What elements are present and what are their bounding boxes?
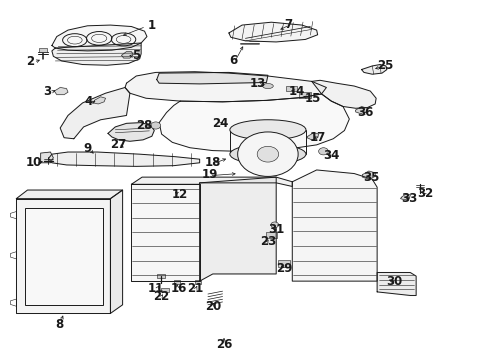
Text: 30: 30 (386, 275, 402, 288)
Polygon shape (159, 94, 348, 151)
Circle shape (257, 146, 278, 162)
Ellipse shape (229, 144, 305, 164)
Polygon shape (125, 72, 326, 102)
Text: 32: 32 (416, 187, 432, 200)
Text: 14: 14 (288, 85, 305, 98)
Text: 29: 29 (276, 262, 292, 275)
FancyBboxPatch shape (194, 280, 200, 284)
Text: 12: 12 (172, 188, 188, 201)
Text: 16: 16 (170, 282, 186, 295)
Circle shape (237, 132, 298, 176)
FancyBboxPatch shape (160, 288, 169, 292)
FancyBboxPatch shape (25, 208, 103, 305)
Polygon shape (311, 80, 375, 108)
Polygon shape (93, 97, 105, 104)
Text: 4: 4 (84, 95, 92, 108)
FancyBboxPatch shape (266, 231, 277, 238)
Polygon shape (131, 184, 199, 281)
Text: 18: 18 (204, 156, 221, 169)
Text: 21: 21 (186, 282, 203, 295)
Text: 19: 19 (201, 168, 217, 181)
Polygon shape (60, 87, 130, 139)
Polygon shape (362, 171, 374, 179)
Polygon shape (131, 177, 292, 186)
Text: 31: 31 (267, 223, 284, 236)
Text: 8: 8 (55, 318, 63, 331)
Polygon shape (361, 64, 386, 74)
Polygon shape (376, 273, 415, 296)
Polygon shape (16, 190, 122, 199)
Text: 2: 2 (26, 55, 34, 68)
Polygon shape (52, 25, 147, 51)
Text: 25: 25 (376, 59, 392, 72)
Polygon shape (48, 152, 199, 166)
Text: 22: 22 (153, 290, 169, 303)
Polygon shape (52, 43, 141, 65)
Text: 36: 36 (357, 106, 373, 119)
Polygon shape (110, 190, 122, 314)
Text: 1: 1 (147, 19, 156, 32)
Polygon shape (122, 51, 133, 58)
Polygon shape (292, 170, 376, 281)
Polygon shape (400, 194, 409, 200)
Text: 15: 15 (304, 92, 320, 105)
Ellipse shape (262, 84, 273, 89)
Polygon shape (228, 22, 317, 42)
Text: 28: 28 (136, 119, 152, 132)
Text: 23: 23 (259, 235, 275, 248)
Polygon shape (157, 72, 267, 84)
Text: 11: 11 (147, 282, 163, 295)
Polygon shape (306, 133, 318, 140)
Circle shape (151, 122, 160, 129)
Text: 7: 7 (284, 18, 292, 31)
Circle shape (318, 148, 328, 155)
Text: 20: 20 (204, 300, 221, 313)
Polygon shape (16, 199, 110, 314)
Polygon shape (41, 152, 53, 163)
Circle shape (270, 222, 278, 228)
Text: 33: 33 (400, 192, 417, 205)
Polygon shape (54, 87, 68, 95)
FancyBboxPatch shape (277, 260, 289, 267)
Text: 3: 3 (43, 85, 51, 98)
Text: 35: 35 (363, 171, 379, 184)
Polygon shape (199, 177, 276, 281)
Text: 10: 10 (26, 156, 42, 169)
FancyBboxPatch shape (286, 86, 297, 91)
Polygon shape (355, 107, 366, 114)
Text: 5: 5 (132, 49, 140, 62)
FancyBboxPatch shape (174, 280, 180, 284)
FancyBboxPatch shape (39, 48, 46, 52)
Text: 9: 9 (83, 142, 91, 155)
Ellipse shape (229, 120, 305, 140)
FancyBboxPatch shape (157, 274, 164, 278)
Text: 24: 24 (211, 117, 228, 130)
Text: 13: 13 (249, 77, 266, 90)
Text: 34: 34 (323, 149, 339, 162)
FancyBboxPatch shape (299, 93, 311, 98)
Text: 6: 6 (229, 54, 237, 67)
Polygon shape (108, 123, 154, 141)
Text: 27: 27 (110, 138, 126, 150)
Text: 26: 26 (215, 338, 232, 351)
Text: 17: 17 (309, 131, 325, 144)
